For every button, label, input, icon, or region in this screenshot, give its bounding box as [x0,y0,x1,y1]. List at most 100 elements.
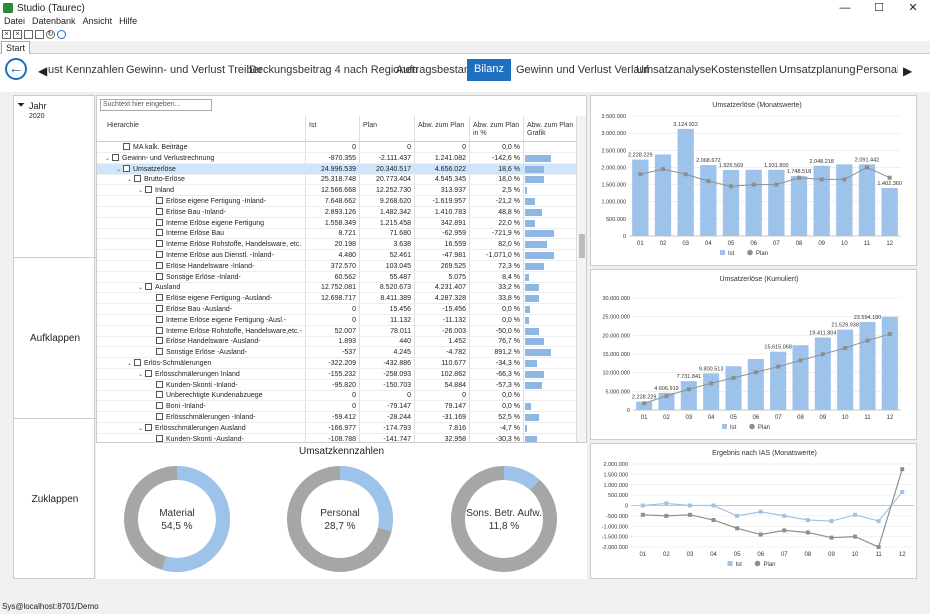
header-abw-graph[interactable]: Abw. zum Plan Grafik [527,122,574,137]
back-icon[interactable]: ← [5,58,27,80]
table-row[interactable]: Erlöse eigene Fertigung -Inland- 7.648.66… [97,196,577,207]
table-row[interactable]: ⌄ Ausland 12.752.081 8.520.673 4.231.407 33,2… [97,282,577,294]
collapse-section[interactable]: Zuklappen [14,419,96,579]
expand-toggle-icon[interactable]: ⌄ [138,285,144,292]
header-ist[interactable]: Ist [309,122,317,129]
expand-toggle-icon[interactable]: ⌄ [127,177,133,184]
print-icon[interactable] [24,30,33,39]
nav-tab-guv-verlauf[interactable]: Gewinn und Verlust Verlauf [516,64,649,76]
table-row[interactable]: Erlöse Handelsware -Inland- 372.570 103.04… [97,261,577,272]
grid-scrollbar[interactable] [576,116,586,442]
table-row[interactable]: Interne Erlöse eigene Fertigung 1.558.349… [97,218,577,229]
row-label: Gewinn- und Verlustrechnung [122,154,215,162]
search-input[interactable]: Suchtext hier eingeben... [100,99,212,111]
year-filter[interactable]: ⏷ Jahr 2020 [14,96,96,258]
toolbar: × × ↻ [0,28,930,41]
cell-plan: -432.886 [383,360,411,367]
cell-ist: 60.562 [334,273,356,281]
expand-button[interactable]: Aufklappen [29,333,81,344]
table-row[interactable]: Interne Erlöse eigene Fertigung -Ausl.- 0… [97,315,577,326]
close-button[interactable]: ✕ [908,2,918,14]
maximize-button[interactable]: ☐ [874,2,884,14]
nav-tab-kennzahlen[interactable]: ust Kennzahlen [48,64,124,76]
cell-ist: 0 [352,403,356,411]
view-icon[interactable] [57,30,66,39]
expand-toggle-icon[interactable]: ⌄ [138,425,144,432]
table-row[interactable]: Erlöse Handelsware -Ausland- 1.893 440 1.45… [97,336,577,348]
table-row[interactable]: Interne Erlöse Rohstoffe, Handelsware,et… [97,326,577,337]
collapse-button[interactable]: Zuklappen [31,494,79,505]
table-row[interactable]: ⌄ Brutto-Erlöse 25.318.748 20.773.404 4.545.… [97,174,577,186]
table-row[interactable]: Interne Erlöse aus Dienstl. -Inland- 4.48… [97,250,577,261]
expand-toggle-icon[interactable]: ⌄ [138,371,144,378]
cell-abw: 4.287.328 [434,295,466,303]
expand-toggle-icon[interactable]: ⌄ [138,188,144,195]
table-row[interactable]: Kunden-Skonti -Ausland- -108.788 -141.747 3… [97,434,577,443]
nav-tab-umsatzanalyse[interactable]: Umsatzanalyse [636,64,712,76]
header-plan[interactable]: Plan [363,122,378,129]
close-doc-icon[interactable]: × [2,30,11,39]
table-row[interactable]: Erlöse eigene Fertigung -Ausland- 12.698.… [97,293,577,305]
table-row[interactable]: Sonstige Erlöse -Inland- 60.562 55.487 5.07… [97,272,577,283]
x-tick-label: 08 [805,552,812,558]
nav-tab-umsatzplanung[interactable]: Umsatzplanung [779,64,856,76]
row-name: Interne Erlöse Rohstoffe, Handelsware,et… [149,326,302,337]
point-plan [735,526,740,531]
nav-tab-guv-treiber[interactable]: Gewinn- und Verlust Treiber [126,64,263,76]
nav-tab-kostenstellen[interactable]: Kostenstellen [711,64,778,76]
menu-datei[interactable]: Datei [4,16,26,26]
table-row[interactable]: ⌄ Inland 12.566.668 12.252.730 313.937 2,5 % [97,185,577,197]
expand-toggle-icon[interactable]: ⌄ [116,166,122,173]
table-row[interactable]: ⌄ Umsatzerlöse 24.996.539 20.340.517 4.656.0… [97,163,577,175]
scroll-thumb[interactable] [579,234,585,258]
header-abw-pct[interactable]: Abw. zum Plan in % [473,122,520,137]
scroll-left-icon[interactable]: ◀ [38,64,48,78]
table-row[interactable]: ⌄ Erlösschmälerungen Inland -155.232 -258.0… [97,369,577,380]
copy-icon[interactable] [35,30,44,39]
table-row[interactable]: ⌄ Erlösschmälerungen Ausland -166.977 -174.… [97,423,577,434]
minimize-button[interactable]: — [839,2,851,14]
table-row[interactable]: Sonstige Erlöse -Ausland- -537 4.245 -4.782… [97,347,577,359]
node-icon [156,197,163,204]
refresh-icon[interactable]: ↻ [46,30,55,39]
x-tick-label: 09 [828,552,835,558]
table-row[interactable]: ⌄ Erlös-Schmälerungen -322.209 -432.886 110.… [97,358,577,369]
header-hierarchie[interactable]: Hierarchie [107,122,139,129]
cell-ist: -108.788 [328,435,356,443]
table-row[interactable]: Erlöse Bau -Inland- 2.893.126 1.482.342 1.4… [97,207,577,218]
data-label: 2.068.672 [696,158,720,164]
menu-ansicht[interactable]: Ansicht [82,16,113,26]
tab-start[interactable]: Start [1,41,31,54]
expand-toggle-icon[interactable]: ⌄ [105,155,111,162]
bar-ist [632,159,649,236]
nav-tab-personal[interactable]: Personalko [856,64,898,76]
table-row[interactable]: ⌄ Gewinn- und Verlustrechnung -870.355 -2.1… [97,153,577,164]
node-icon [156,337,163,345]
export-icon[interactable]: × [13,30,22,39]
header-abw[interactable]: Abw. zum Plan [418,122,465,129]
table-row[interactable]: MA kalk. Beiträge 0 0 0 0,0 % [97,142,577,153]
table-row[interactable]: Kunden-Skonti -Inland- -95.820 -150.703 54.… [97,380,577,391]
nav-tab-bilanz[interactable]: Bilanz [467,59,511,81]
expand-section[interactable]: Aufklappen [14,258,96,419]
cell-pct: -1.071,0 % [486,252,520,259]
menu-datenbank[interactable]: Datenbank [32,16,76,26]
table-row[interactable]: Interne Erlöse Bau 8.721 71.680 -62.959 -721… [97,228,577,240]
menu-hilfe[interactable]: Hilfe [119,16,138,26]
table-row[interactable]: Unberechtigte Kundenabzuege 0 0 0 0,0 % [97,390,577,402]
row-name: ⌄ Brutto-Erlöse [127,174,302,186]
scroll-right-icon[interactable]: ▶ [903,64,913,78]
point-plan [798,358,803,363]
table-row[interactable]: Interne Erlöse Rohstoffe, Handelsware, e… [97,239,577,251]
filter-year[interactable]: 2020 [29,113,45,120]
bar-ist [837,329,854,410]
cell-plan: 0 [407,144,411,151]
nav-tab-auftragsbestand[interactable]: Auftragsbestand [396,64,477,76]
table-row[interactable]: Erlösschmälerungen -Inland- -59.412 -28.24… [97,412,577,423]
data-label: 21.529.938 [831,323,859,329]
y-tick-label: 2.000.000 [604,462,628,468]
expand-toggle-icon[interactable]: ⌄ [127,361,133,367]
table-row[interactable]: Erlöse Bau -Ausland- 0 15.456 -15.456 0,0 % [97,304,577,315]
table-row[interactable]: Boni -Inland- 0 -79.147 79.147 0,0 % [97,401,577,413]
nav-tab-deckungsbeitrag[interactable]: Deckungsbeitrag 4 nach Regionen [249,64,418,76]
